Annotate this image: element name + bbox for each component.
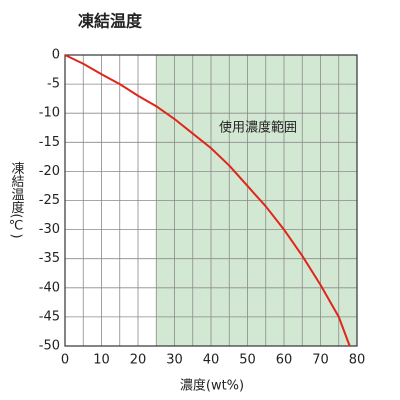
y-tick-label: -10 bbox=[39, 106, 60, 121]
x-tick-label: 40 bbox=[203, 353, 220, 368]
x-tick-label: 0 bbox=[61, 353, 69, 368]
x-axis-label: 濃度(wt%) bbox=[180, 378, 244, 394]
annotation: 使用濃度範囲 bbox=[219, 120, 297, 136]
y-tick-label: -5 bbox=[47, 77, 60, 92]
plot-frame bbox=[64, 54, 358, 347]
y-tick-label: -20 bbox=[39, 164, 60, 179]
x-tick-label: 80 bbox=[349, 353, 366, 368]
y-tick-label: -35 bbox=[39, 251, 60, 266]
y-tick-label: -40 bbox=[39, 280, 60, 295]
x-tick-label: 20 bbox=[130, 353, 147, 368]
y-tick-label: -25 bbox=[39, 193, 60, 208]
y-tick-label: -50 bbox=[39, 339, 60, 354]
y-tick-label: -15 bbox=[39, 135, 60, 150]
y-axis-label: 凍結温度(℃) bbox=[9, 161, 25, 239]
y-tick-label: -30 bbox=[39, 222, 60, 237]
y-tick-label: -45 bbox=[39, 309, 60, 324]
x-tick-label: 50 bbox=[239, 353, 256, 368]
x-tick-label: 10 bbox=[93, 353, 110, 368]
chart-title: 凍結温度 bbox=[78, 12, 143, 31]
y-tick-label: 0 bbox=[52, 48, 60, 63]
x-tick-label: 70 bbox=[312, 353, 329, 368]
x-tick-label: 30 bbox=[166, 353, 183, 368]
x-tick-label: 60 bbox=[276, 353, 293, 368]
data-line bbox=[64, 54, 351, 347]
